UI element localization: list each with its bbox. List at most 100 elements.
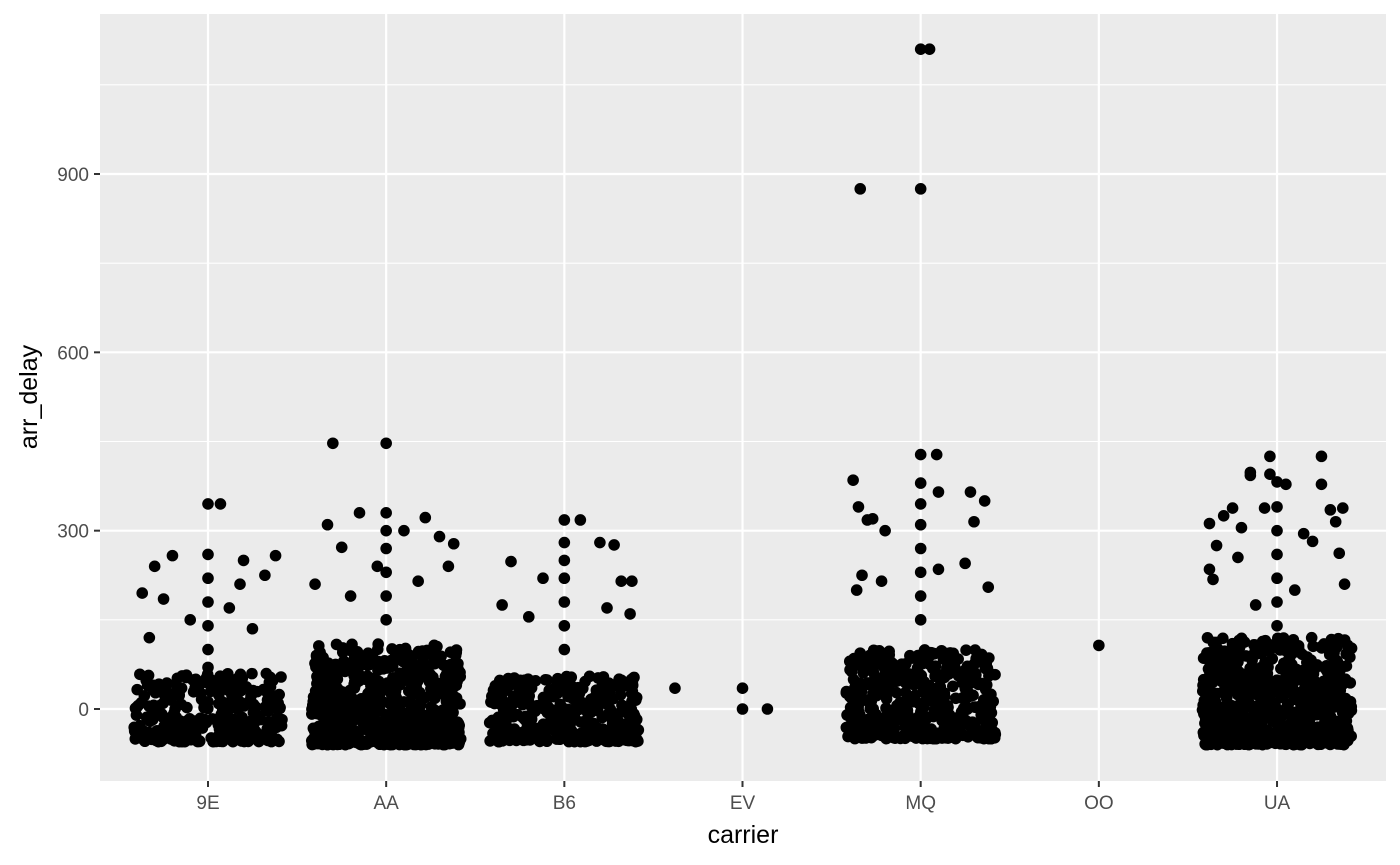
data-point: [551, 672, 564, 685]
data-point: [947, 680, 959, 693]
data-point: [522, 611, 535, 623]
data-point: [843, 720, 856, 732]
data-point: [442, 560, 455, 573]
data-point: [884, 675, 896, 687]
data-point: [914, 518, 927, 531]
data-point: [344, 590, 357, 602]
data-point: [969, 719, 981, 731]
data-point: [1200, 724, 1213, 736]
data-point: [261, 694, 274, 706]
data-point: [486, 714, 499, 727]
data-point: [193, 735, 206, 748]
data-point: [630, 694, 642, 706]
data-point: [1319, 722, 1332, 735]
data-point: [444, 646, 457, 658]
data-point: [1226, 502, 1239, 514]
data-point: [933, 679, 946, 692]
data-point: [1297, 527, 1310, 540]
data-point: [275, 671, 287, 683]
data-point: [558, 536, 571, 549]
data-point: [1344, 651, 1356, 663]
data-point: [949, 692, 962, 705]
data-point: [1205, 701, 1217, 714]
data-point: [875, 575, 888, 587]
data-point: [1284, 640, 1297, 652]
data-point: [859, 732, 872, 744]
data-point: [1306, 535, 1319, 548]
data-point: [447, 706, 459, 719]
data-point: [1340, 660, 1353, 672]
data-point: [342, 727, 354, 740]
data-point: [870, 679, 883, 691]
data-point: [736, 703, 749, 715]
data-point: [1322, 671, 1334, 684]
data-point: [972, 678, 985, 691]
data-point: [128, 725, 141, 738]
data-point: [914, 566, 927, 579]
data-point: [941, 662, 953, 674]
data-point: [274, 702, 286, 715]
data-point: [1322, 706, 1335, 719]
data-point: [866, 512, 879, 525]
data-point: [1237, 715, 1250, 727]
data-point: [628, 734, 640, 746]
data-point: [487, 727, 499, 740]
data-point: [959, 557, 971, 570]
data-point: [1255, 647, 1268, 660]
data-point: [489, 694, 501, 706]
data-point: [384, 729, 396, 742]
data-point: [157, 593, 170, 605]
data-point: [1327, 642, 1339, 654]
data-point: [859, 678, 872, 691]
data-point: [450, 692, 463, 704]
data-point: [202, 661, 214, 674]
data-point: [903, 668, 915, 680]
data-point: [1264, 450, 1276, 463]
data-point: [978, 495, 991, 507]
data-point: [863, 715, 876, 727]
data-point: [1258, 690, 1271, 703]
data-point: [136, 587, 149, 599]
data-point: [608, 539, 620, 551]
data-point: [143, 631, 156, 644]
data-point: [1274, 644, 1286, 656]
data-point: [900, 699, 912, 711]
data-point: [1329, 515, 1342, 528]
data-point: [594, 536, 606, 549]
data-point: [309, 578, 321, 590]
data-point: [214, 498, 227, 510]
data-point: [217, 718, 230, 731]
data-point: [223, 602, 236, 614]
data-point: [1244, 469, 1257, 482]
data-point: [550, 732, 562, 744]
data-point: [239, 735, 252, 747]
data-point: [873, 645, 886, 657]
data-point: [982, 581, 995, 593]
data-point: [270, 712, 283, 725]
data-points: [128, 43, 1358, 751]
data-point: [1221, 675, 1233, 688]
data-point: [913, 697, 925, 710]
data-point: [1341, 639, 1354, 651]
data-point: [364, 708, 377, 721]
y-tick-label: 600: [57, 343, 89, 364]
data-point: [1245, 650, 1258, 662]
data-point: [393, 679, 406, 691]
data-point: [180, 726, 193, 739]
data-point: [149, 686, 162, 699]
data-point: [558, 514, 571, 526]
data-point: [313, 640, 325, 652]
data-point: [564, 731, 576, 743]
data-point: [930, 448, 943, 461]
data-point: [736, 682, 749, 694]
data-point: [348, 646, 360, 658]
data-point: [1264, 468, 1276, 480]
data-point: [1304, 737, 1316, 750]
data-point: [353, 507, 366, 519]
data-point: [321, 720, 334, 733]
data-point: [558, 682, 571, 694]
data-point: [1315, 478, 1328, 491]
data-point: [1321, 683, 1334, 696]
data-point: [380, 566, 392, 579]
